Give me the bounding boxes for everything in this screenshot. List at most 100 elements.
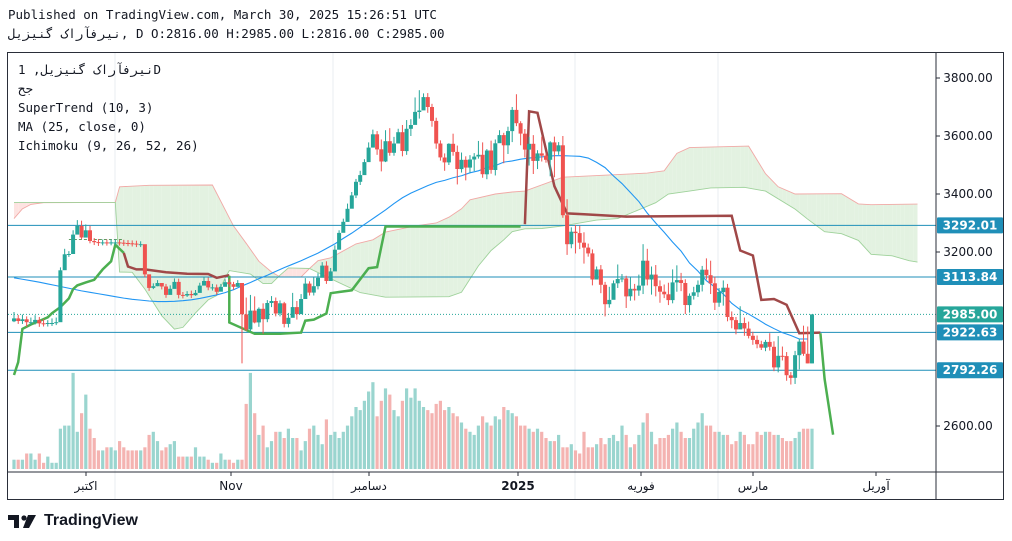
candle-body [721,287,726,293]
ichimoku-cloud-segment [398,228,403,298]
published-line: Published on TradingView.com, March 30, … [8,7,437,22]
ichimoku-cloud-segment [892,204,897,258]
candle-body [252,310,257,323]
ichimoku-cloud-segment [246,243,251,275]
volume-bar [236,459,240,469]
candle-body [628,288,633,297]
volume-bar [396,416,400,469]
ichimoku-cloud-segment [613,174,618,219]
ichimoku-cloud-segment [170,185,175,330]
volume-bar [578,453,582,469]
ichimoku-cloud-segment [225,209,230,279]
candle-body [514,109,519,124]
ichimoku-cloud-segment [469,198,475,280]
volume-bar [227,459,231,469]
x-tick-label-4: فوریه [627,479,655,494]
ichimoku-cloud-segment [250,249,255,278]
volume-bar [324,419,328,469]
ichimoku-cloud-segment [786,190,791,207]
ichimoku-cloud-segment [406,226,411,298]
ichimoku-cloud-segment [651,171,656,205]
ichimoku-cloud-segment [761,166,766,192]
ichimoku-cloud-segment [178,185,183,329]
ichimoku-cloud-segment [748,146,753,189]
candle-body [142,244,147,275]
ichimoku-cloud-segment [837,193,842,234]
supertrend-down-1 [122,252,230,280]
ichimoku-cloud-segment [457,208,462,294]
ichimoku-cloud-segment [431,223,437,297]
ichimoku-cloud-segment [638,173,644,210]
volume-bar [789,441,793,469]
candle-body [691,292,696,296]
ichimoku-cloud-segment [537,184,542,229]
ichimoku-cloud-segment [347,246,352,289]
candle-body [560,145,565,216]
volume-bar [734,441,738,469]
ichimoku-cloud-segment [630,173,635,214]
candle-body [332,249,337,272]
volume-bar [683,438,687,469]
candle-body [810,314,814,364]
ichimoku-cloud-segment [795,193,800,213]
candle-body [202,281,206,286]
legend-ma[interactable]: MA (25, close, 0) [18,119,146,134]
y-tick-label-3: 3200.00 [943,245,993,259]
candle-body [501,135,506,146]
ichimoku-cloud-segment [187,185,192,323]
volume-bar [46,456,50,469]
volume-bar [96,450,100,469]
volume-bar [464,428,468,469]
x-tick-label-1: Nov [219,479,242,493]
ichimoku-cloud-segment [583,175,589,223]
candle-body [497,135,502,144]
candle-body [265,303,270,320]
candle-body [556,145,561,152]
candle-body [227,282,232,285]
candle-body [96,242,101,244]
ichimoku-cloud-segment [811,193,817,226]
ichimoku-cloud-segment [545,181,551,228]
volume-bar [506,410,510,469]
candle-body [100,242,105,244]
ichimoku-cloud-segment [220,201,226,287]
volume-bar [540,431,544,469]
legend-ichimoku[interactable]: Ichimoku (9, 26, 52, 26) [18,138,199,153]
candle-body [518,123,523,134]
ichimoku-cloud-segment [199,185,204,309]
ichimoku-cloud-segment [790,192,796,210]
candle-body [552,142,557,152]
volume-bar [274,431,278,469]
volume-bar [206,459,210,469]
volume-bar [303,441,307,469]
candle-body [210,287,215,289]
candle-body [273,301,278,314]
candle-body [598,269,603,285]
ichimoku-cloud-segment [423,224,428,297]
candle-body [455,151,460,169]
candle-body [20,319,25,321]
volume-bar [405,388,409,469]
volume-bar [282,438,286,469]
volume-bar [489,425,493,469]
candle-body [172,281,177,289]
chart-frame[interactable] [7,52,1004,500]
price-badge-0 [937,217,1003,234]
candle-body [328,271,333,281]
ichimoku-cloud-segment [626,173,631,216]
footer-brand[interactable]: TradingView [8,512,138,530]
volume-bar [700,413,704,469]
ichimoku-cloud-segment [136,185,141,284]
ichimoku-cloud-segment [871,204,876,255]
candle-body [400,132,405,151]
ichimoku-cloud-segment [723,146,728,188]
candle-body [176,281,181,295]
ichimoku-cloud-segment [182,185,188,328]
volume-bar [291,438,295,469]
ichimoku-cloud-segment [233,225,238,272]
candle-body [294,307,299,315]
supertrend-up-2 [228,225,521,336]
volume-bar [42,462,46,469]
legend-supertrend[interactable]: SuperTrend (10, 3) [18,100,154,115]
